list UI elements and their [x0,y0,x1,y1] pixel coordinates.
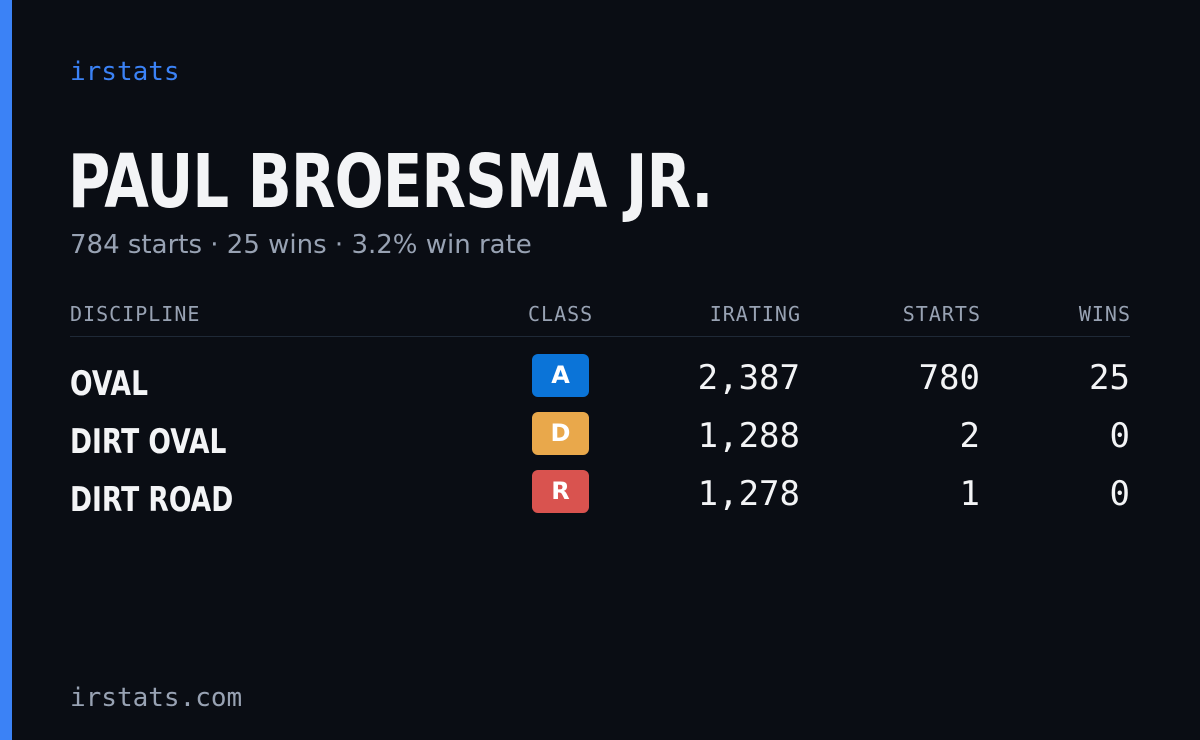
starts-value: 2 [959,416,980,456]
table-row: OVAL A 2,387 780 25 [0,354,1200,412]
discipline-label: OVAL [70,364,148,404]
starts-value: 1 [959,474,980,514]
starts-value: 780 [918,358,980,398]
accent-bar [0,0,12,740]
irating-value: 1,288 [697,416,800,456]
class-badge: D [532,412,589,455]
header-class: CLASS [528,302,594,326]
header-starts: STARTS [902,302,981,326]
wins-value: 0 [1109,416,1130,456]
footer-domain: irstats.com [70,683,243,713]
wins-value: 25 [1089,358,1130,398]
driver-name: PAUL BROERSMA JR. [68,139,713,225]
header-discipline: DISCIPLINE [70,302,201,326]
class-badge: A [532,354,589,397]
discipline-label: DIRT ROAD [70,480,234,520]
table-row: DIRT ROAD R 1,278 1 0 [0,470,1200,528]
wins-value: 0 [1109,474,1130,514]
header-irating: IRATING [709,302,801,326]
irating-value: 1,278 [697,474,800,514]
discipline-label: DIRT OVAL [70,422,227,462]
table-row: DIRT OVAL D 1,288 2 0 [0,412,1200,470]
irating-value: 2,387 [697,358,800,398]
header-divider [70,336,1130,337]
driver-summary: 784 starts · 25 wins · 3.2% win rate [70,230,532,260]
header-wins: WINS [1078,302,1131,326]
class-badge: R [532,470,589,513]
brand-logo-text: irstats [70,57,180,87]
